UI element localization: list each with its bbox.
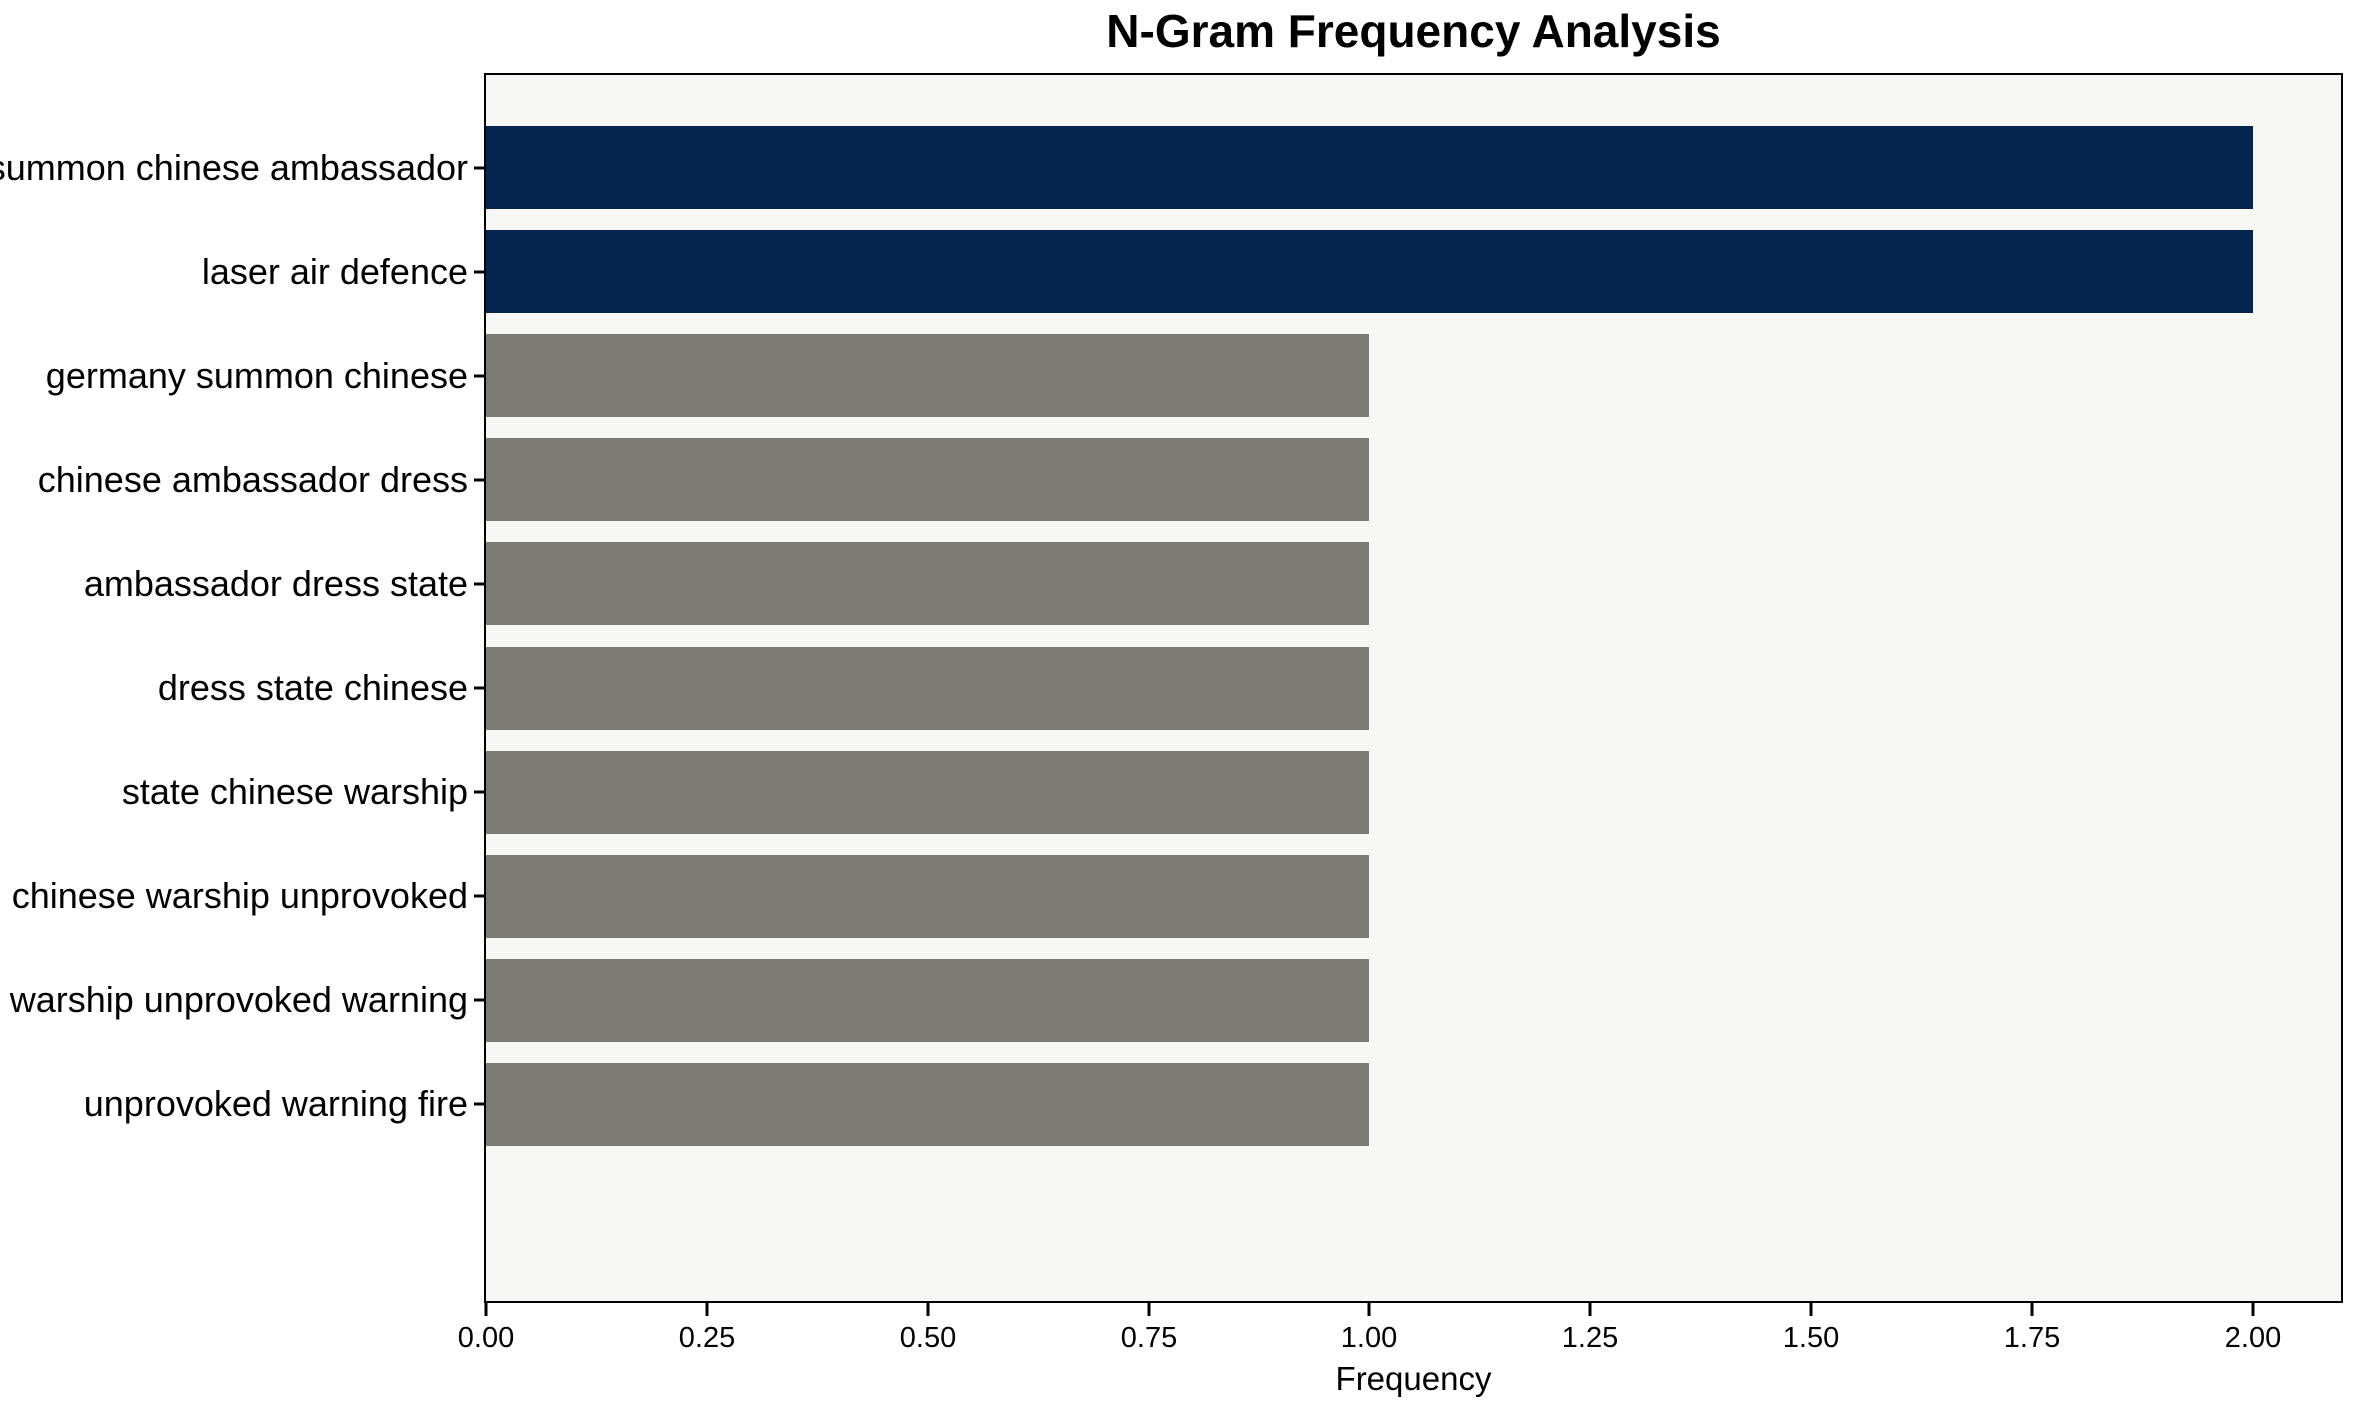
y-tick-label: dress state chinese [157,667,468,708]
y-tick-label: chinese ambassador dress [37,459,468,500]
y-tick-label: germany summon chinese [45,355,468,396]
y-tick-mark [474,1102,484,1106]
x-tick-label: 1.50 [1782,1322,1840,1354]
x-tick-label: 2.00 [2224,1322,2282,1354]
x-tick-mark [1367,1303,1371,1316]
y-tick-label: state chinese warship [121,771,468,812]
plot-area [484,73,2343,1303]
x-tick-mark [2030,1303,2034,1316]
x-tick-label: 0.00 [457,1322,515,1354]
x-tick-label: 1.00 [1340,1322,1398,1354]
x-tick-label: 0.50 [899,1322,957,1354]
bar [486,438,1369,521]
y-tick-label: warship unprovoked warning [9,979,468,1020]
bar [486,1063,1369,1146]
x-tick-mark [1588,1303,1592,1316]
x-tick-label: 1.25 [1561,1322,1619,1354]
x-tick-label: 0.25 [678,1322,736,1354]
y-tick-mark [474,270,484,274]
x-axis-label: Frequency [1335,1360,1492,1397]
y-tick-mark [474,478,484,482]
x-tick-mark [705,1303,709,1316]
bar [486,542,1369,625]
chart-title: N-Gram Frequency Analysis [1106,5,1721,57]
y-tick-label: unprovoked warning fire [83,1083,468,1124]
bar [486,751,1369,834]
bar [486,126,2253,209]
y-tick-label: summon chinese ambassador [0,147,468,188]
bar [486,647,1369,730]
x-tick-label: 1.75 [2003,1322,2061,1354]
x-tick-mark [1147,1303,1151,1316]
y-tick-mark [474,374,484,378]
y-tick-mark [474,166,484,170]
x-tick-mark [1809,1303,1813,1316]
bar [486,230,2253,313]
y-tick-mark [474,998,484,1002]
y-tick-mark [474,582,484,586]
y-tick-label: ambassador dress state [83,563,468,604]
x-tick-mark [926,1303,930,1316]
bar [486,334,1369,417]
y-tick-mark [474,790,484,794]
bar [486,855,1369,938]
x-tick-mark [484,1303,488,1316]
y-tick-mark [474,686,484,690]
y-tick-label: laser air defence [201,251,468,292]
x-tick-mark [2251,1303,2255,1316]
bar [486,959,1369,1042]
y-tick-label: chinese warship unprovoked [11,875,468,916]
y-tick-mark [474,894,484,898]
x-tick-label: 0.75 [1120,1322,1178,1354]
